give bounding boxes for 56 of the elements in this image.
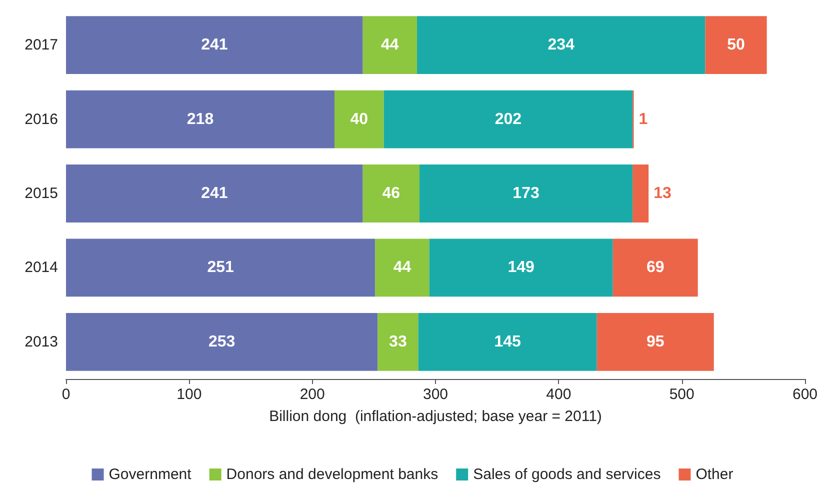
data-label: 44 [381,36,399,54]
data-label: 69 [646,259,664,276]
legend-label: Government [108,466,192,483]
x-axis-title: Billion dong (inflation-adjusted; base year = 2011) [269,408,602,425]
bar [429,238,613,297]
data-label: 40 [350,110,368,128]
bar [419,164,633,222]
data-label: 241 [201,36,228,54]
data-label: 44 [393,259,412,276]
x-tick-label: 100 [176,386,202,403]
bar [66,90,335,148]
bar [362,16,418,74]
bar [418,312,597,371]
x-tick-label: 200 [300,386,325,403]
y-tick-label: 2016 [24,110,58,128]
x-tick-label: 400 [546,386,572,403]
data-label: 149 [508,259,535,276]
bar [375,238,430,297]
bar [334,90,384,148]
x-tick-label: 300 [422,386,448,403]
x-tick-label: 600 [792,386,818,403]
data-label: 253 [208,333,236,350]
bar [66,16,363,74]
data-label: 1 [638,110,648,128]
bar [66,238,376,297]
bar [384,90,633,148]
bar [66,312,378,371]
x-tick-label: 500 [669,386,694,403]
data-label: 145 [494,333,521,350]
data-label: 46 [382,185,400,202]
bar [632,164,649,222]
bar [66,164,363,222]
data-label: 251 [207,259,234,276]
data-label: 13 [654,185,672,202]
bar [612,238,698,297]
y-tick-label: 2014 [24,259,58,276]
legend-label: Other [696,466,734,483]
data-label: 33 [389,333,407,350]
data-label: 95 [646,333,664,350]
bar [362,164,420,222]
data-label: 234 [548,36,575,54]
data-label: 50 [727,36,746,54]
legend-label: Sales of goods and services [473,466,661,483]
y-tick-label: 2015 [24,185,58,202]
y-tick-label: 2017 [24,36,58,54]
x-tick-label: 0 [62,386,70,403]
data-label: 202 [494,110,522,128]
data-label: 173 [512,185,540,202]
bar [596,312,714,371]
data-label: 241 [201,185,228,202]
bar [417,16,706,74]
bar [705,16,767,74]
data-label: 218 [186,110,214,128]
bar [378,312,418,371]
y-tick-label: 2013 [24,333,58,350]
legend-label: Donors and development banks [226,466,438,483]
